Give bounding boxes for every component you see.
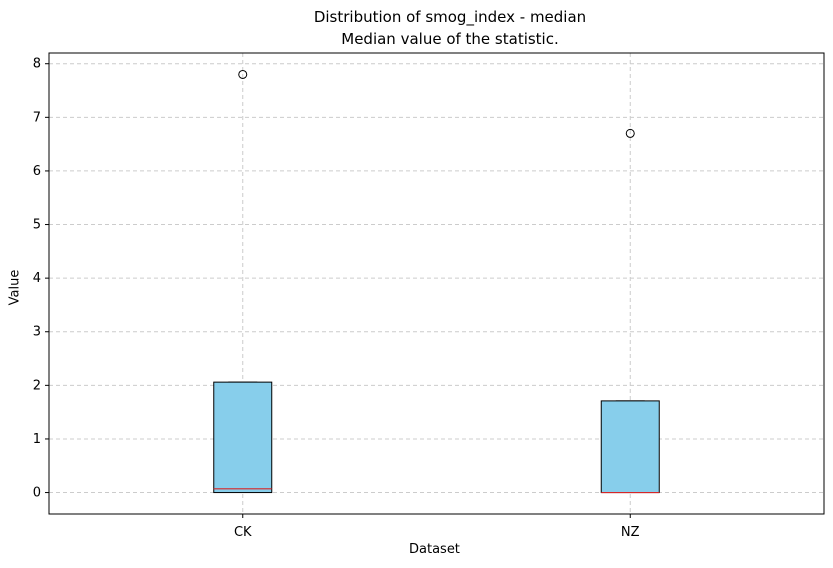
outlier-point: [238, 69, 248, 79]
y-tick-label: 8: [33, 57, 41, 72]
x-axis-label: Dataset: [409, 542, 460, 557]
box-ck: [213, 69, 273, 494]
y-tick-label: 6: [33, 164, 41, 179]
y-tick-label: 5: [33, 218, 41, 233]
boxes: [213, 69, 660, 494]
y-tick-label: 2: [33, 378, 41, 393]
y-tick-label: 0: [33, 486, 41, 501]
y-axis-label: Value: [7, 269, 23, 306]
box-iqr: [213, 381, 273, 494]
y-tick-label: 1: [33, 432, 41, 447]
box-nz: [600, 128, 660, 494]
x-tick-label: NZ: [621, 525, 640, 540]
chart-title: Distribution of smog_index - median: [313, 8, 587, 26]
box-iqr: [600, 400, 660, 494]
plot-area-frame: [48, 52, 825, 515]
outlier-point: [625, 128, 635, 138]
x-tick-label: CK: [234, 525, 252, 540]
grid-lines: [49, 53, 824, 514]
axis-ticks: 0 1 2 3 4 5 6 7 8 CK NZ: [33, 57, 640, 540]
y-tick-label: 4: [33, 271, 41, 286]
y-tick-label: 7: [33, 110, 41, 125]
chart-subtitle: Median value of the statistic.: [341, 30, 559, 48]
y-tick-label: 3: [33, 325, 41, 340]
